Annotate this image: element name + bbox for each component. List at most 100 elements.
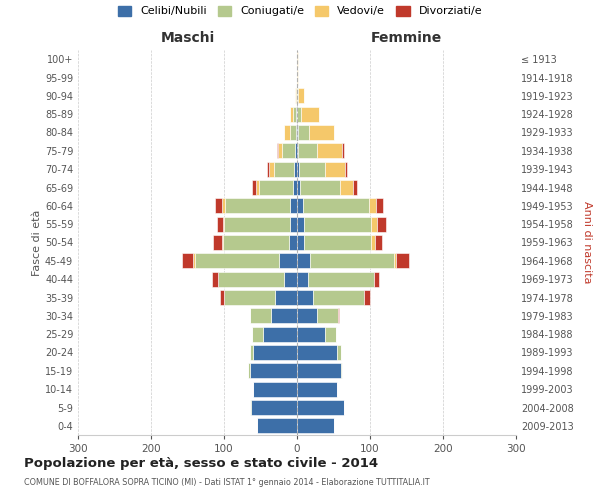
Bar [371, 235, 375, 250]
Bar [377, 216, 386, 232]
Bar [317, 308, 338, 324]
Bar [297, 345, 337, 360]
Bar [295, 88, 296, 104]
Bar [313, 290, 364, 305]
Bar [271, 308, 297, 324]
Bar [259, 180, 293, 195]
Text: Femmine: Femmine [371, 30, 442, 44]
Bar [250, 400, 251, 415]
Bar [284, 125, 290, 140]
Bar [253, 382, 297, 396]
Bar [299, 162, 325, 176]
Bar [308, 272, 374, 286]
Bar [371, 216, 377, 232]
Bar [296, 88, 297, 104]
Bar [253, 180, 256, 195]
Bar [290, 125, 296, 140]
Bar [225, 198, 290, 214]
Bar [297, 52, 298, 66]
Bar [296, 125, 297, 140]
Bar [278, 144, 281, 158]
Bar [298, 144, 317, 158]
Bar [251, 400, 297, 415]
Bar [248, 364, 250, 378]
Bar [300, 180, 340, 195]
Bar [218, 272, 284, 286]
Bar [293, 106, 296, 122]
Bar [304, 216, 371, 232]
Bar [279, 254, 297, 268]
Bar [222, 198, 225, 214]
Bar [341, 364, 342, 378]
Bar [364, 290, 370, 305]
Bar [275, 290, 297, 305]
Bar [297, 216, 304, 232]
Bar [345, 162, 347, 176]
Bar [310, 254, 394, 268]
Bar [297, 180, 300, 195]
Bar [284, 272, 297, 286]
Bar [269, 162, 274, 176]
Bar [182, 254, 193, 268]
Bar [297, 106, 301, 122]
Bar [338, 308, 340, 324]
Bar [267, 162, 269, 176]
Text: Maschi: Maschi [160, 30, 215, 44]
Bar [297, 254, 310, 268]
Bar [257, 418, 297, 434]
Bar [297, 235, 304, 250]
Bar [297, 290, 313, 305]
Bar [297, 326, 325, 342]
Bar [277, 144, 278, 158]
Bar [217, 216, 223, 232]
Bar [213, 235, 222, 250]
Bar [298, 125, 308, 140]
Bar [308, 125, 334, 140]
Bar [353, 180, 357, 195]
Bar [195, 254, 279, 268]
Text: COMUNE DI BOFFALORA SOPRA TICINO (MI) - Dati ISTAT 1° gennaio 2014 - Elaborazion: COMUNE DI BOFFALORA SOPRA TICINO (MI) - … [24, 478, 430, 487]
Bar [215, 198, 222, 214]
Bar [297, 364, 341, 378]
Bar [193, 254, 195, 268]
Bar [374, 272, 379, 286]
Bar [223, 235, 289, 250]
Bar [325, 162, 345, 176]
Bar [290, 106, 293, 122]
Bar [274, 162, 294, 176]
Bar [325, 326, 335, 342]
Bar [295, 144, 297, 158]
Bar [297, 125, 298, 140]
Bar [297, 144, 298, 158]
Bar [304, 235, 371, 250]
Bar [296, 106, 297, 122]
Bar [223, 216, 224, 232]
Bar [303, 198, 368, 214]
Bar [297, 400, 344, 415]
Bar [337, 345, 341, 360]
Bar [297, 70, 298, 85]
Bar [250, 345, 253, 360]
Bar [297, 272, 308, 286]
Bar [281, 144, 295, 158]
Y-axis label: Fasce di età: Fasce di età [32, 210, 42, 276]
Bar [394, 254, 395, 268]
Bar [294, 162, 297, 176]
Bar [297, 162, 299, 176]
Legend: Celibi/Nubili, Coniugati/e, Vedovi/e, Divorziati/e: Celibi/Nubili, Coniugati/e, Vedovi/e, Di… [118, 6, 482, 16]
Bar [297, 418, 334, 434]
Text: Popolazione per età, sesso e stato civile - 2014: Popolazione per età, sesso e stato civil… [24, 458, 378, 470]
Bar [256, 180, 259, 195]
Bar [340, 180, 353, 195]
Bar [222, 235, 223, 250]
Bar [253, 345, 297, 360]
Bar [250, 364, 297, 378]
Bar [297, 88, 298, 104]
Bar [376, 198, 383, 214]
Bar [224, 216, 290, 232]
Bar [317, 144, 342, 158]
Bar [224, 290, 275, 305]
Bar [342, 144, 344, 158]
Bar [301, 106, 319, 122]
Bar [297, 198, 303, 214]
